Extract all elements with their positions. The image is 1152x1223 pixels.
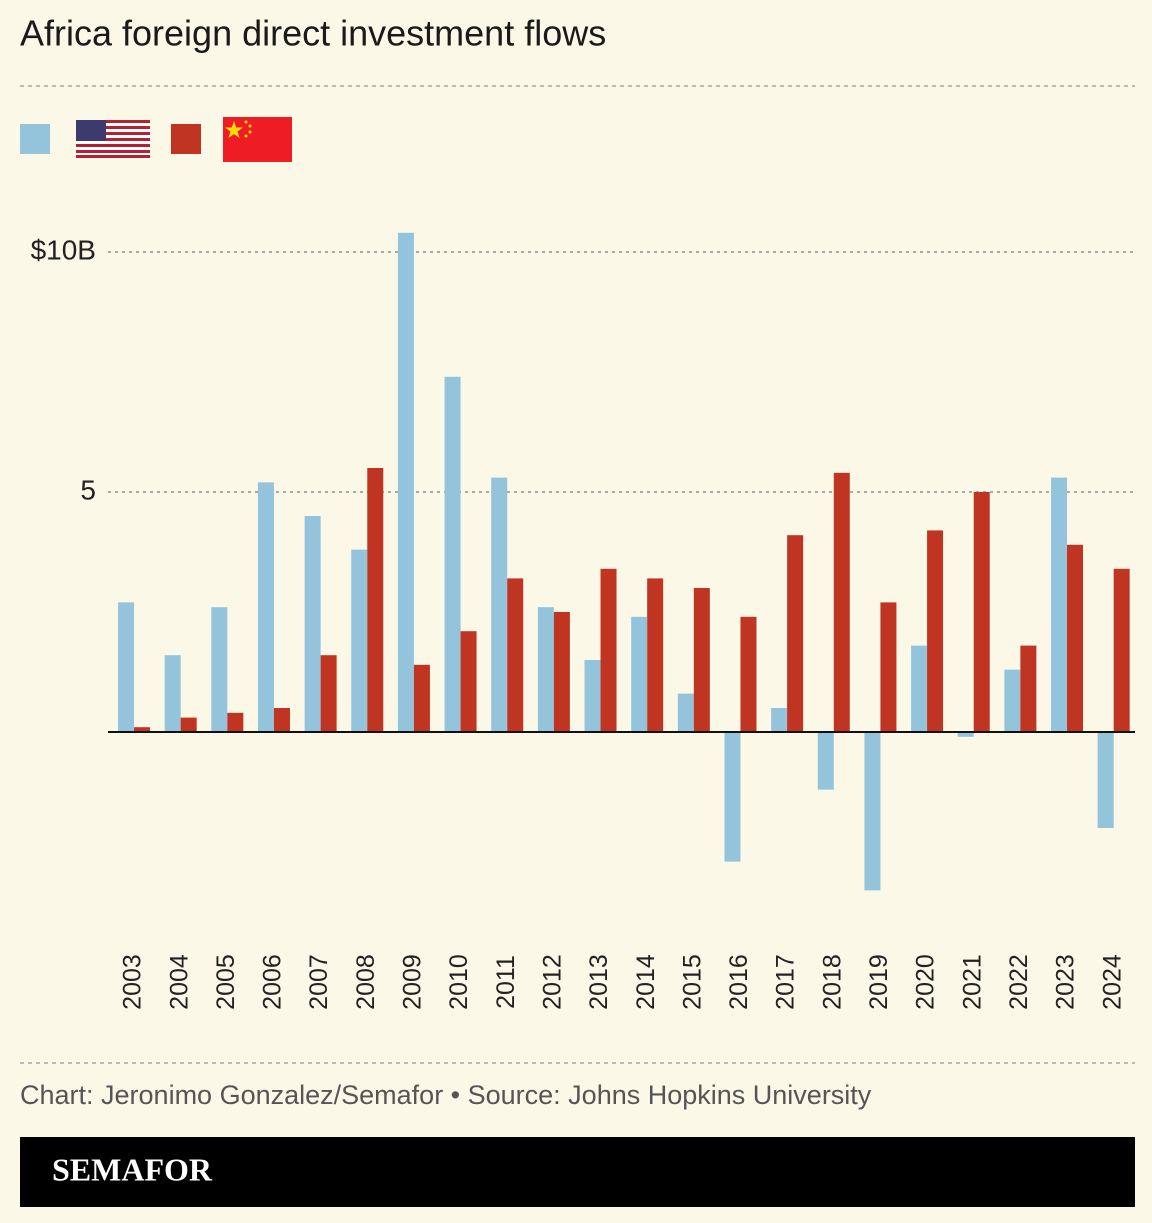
bar <box>1097 732 1114 828</box>
bar <box>180 717 197 732</box>
us-flag <box>76 120 150 158</box>
bar <box>1004 669 1021 732</box>
x-tick-label: 2004 <box>165 954 193 1010</box>
bar <box>227 712 244 732</box>
bar <box>164 655 181 732</box>
x-tick-label: 2006 <box>259 954 287 1010</box>
bar <box>257 482 274 732</box>
bar <box>693 588 710 732</box>
bar <box>537 607 554 732</box>
china-flag <box>223 117 292 162</box>
x-tick-label: 2009 <box>399 954 427 1010</box>
bar <box>864 732 881 891</box>
bar <box>304 516 321 732</box>
bar <box>740 616 757 732</box>
x-tick-label: 2005 <box>212 954 240 1010</box>
bar <box>1020 645 1037 732</box>
bar <box>677 693 694 732</box>
legend-swatch <box>20 124 50 154</box>
x-tick-label: 2017 <box>772 954 800 1010</box>
bar <box>724 732 741 862</box>
x-tick-label: 2007 <box>305 954 333 1010</box>
bar <box>397 232 414 733</box>
bar <box>320 655 337 732</box>
bar <box>1113 568 1130 732</box>
x-tick-label: 2008 <box>352 954 380 1010</box>
legend-swatch <box>171 124 201 154</box>
bar <box>273 708 290 732</box>
x-tick-label: 2024 <box>1098 954 1126 1010</box>
y-tick-label: 5 <box>80 474 96 505</box>
x-tick-label: 2013 <box>585 954 613 1010</box>
bar <box>553 612 570 732</box>
chart-title: Africa foreign direct investment flows <box>20 13 606 54</box>
x-tick-label: 2015 <box>678 954 706 1010</box>
bar <box>118 602 135 732</box>
x-tick-label: 2011 <box>492 955 520 1009</box>
bar <box>460 631 477 732</box>
bar <box>817 732 834 790</box>
x-tick-label: 2014 <box>632 954 660 1010</box>
bar <box>584 660 601 732</box>
brand-bar <box>20 1137 1135 1207</box>
y-tick-label: $10B <box>31 234 96 265</box>
bar <box>507 578 524 732</box>
bar <box>880 602 897 732</box>
x-tick-label: 2020 <box>912 954 940 1010</box>
x-tick-label: 2023 <box>1052 954 1080 1010</box>
bar <box>600 568 617 732</box>
bar <box>444 376 461 732</box>
x-tick-label: 2003 <box>119 954 147 1010</box>
bar <box>833 472 850 732</box>
x-tick-label: 2016 <box>725 954 753 1010</box>
brand: SEMAFOR <box>52 1151 213 1187</box>
bar <box>367 468 384 732</box>
bar <box>134 727 151 732</box>
x-tick-label: 2010 <box>445 954 473 1010</box>
x-tick-label: 2018 <box>818 954 846 1010</box>
x-tick-label: 2012 <box>538 954 566 1010</box>
legend <box>20 117 292 162</box>
bar <box>957 732 974 737</box>
bar <box>927 530 944 732</box>
bar <box>647 578 664 732</box>
bar <box>771 708 788 732</box>
plot: 5 $10B 2003 2004 2005 2006 2007 2008 2009 2010 201… <box>31 232 1135 1010</box>
x-tick-label: 2022 <box>1005 954 1033 1010</box>
bar <box>787 535 804 732</box>
bar <box>631 616 648 732</box>
x-tick-label: 2019 <box>865 954 893 1010</box>
bar <box>351 549 368 732</box>
bar <box>911 645 928 732</box>
bar <box>973 492 990 732</box>
bar <box>1051 477 1068 732</box>
bar <box>491 477 508 732</box>
bar <box>211 607 228 732</box>
x-tick-label: 2021 <box>958 954 986 1010</box>
credit: Chart: Jeronimo Gonzalez/Semafor • Sourc… <box>20 1080 872 1110</box>
bar <box>413 664 430 732</box>
bar <box>1067 544 1084 732</box>
